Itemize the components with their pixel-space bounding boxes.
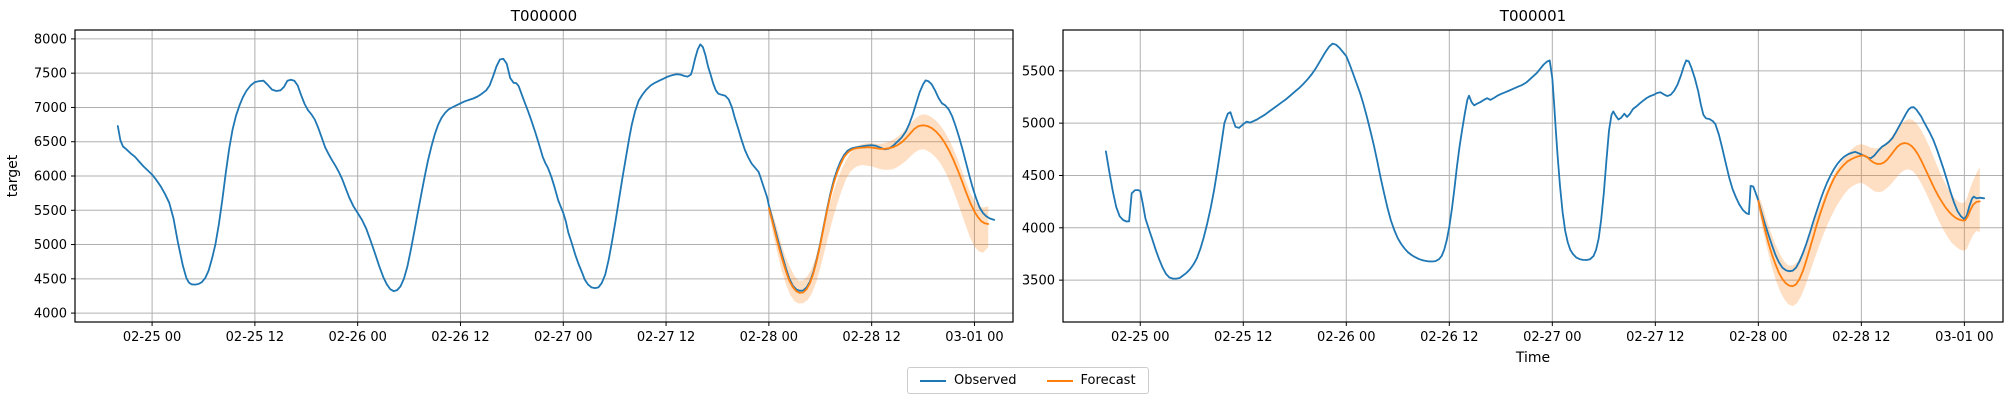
y-tick-label: 4500 [1022,169,1055,184]
x-tick-label: 03-01 00 [945,330,1003,345]
panel-T000001: 3500 4000 4500 5000 5500 02-25 00 02-25 12 02-2… [1022,7,2004,366]
x-tick-label: 02-26 00 [328,330,386,345]
x-tick-label: 02-27 00 [534,330,592,345]
legend-label: Observed [954,373,1017,388]
x-tick-label: 02-25 12 [226,330,284,345]
panel-title: T000001 [1499,7,1566,25]
y-tick-label: 4000 [34,307,67,322]
x-tick-label: 02-26 12 [431,330,489,345]
x-tick-label: 02-25 00 [123,330,181,345]
y-tick-label: 7500 [34,67,67,82]
panel-title: T000000 [510,7,577,25]
forecast-uncertainty-band [1758,119,1980,307]
x-tick-label: 02-28 00 [740,330,798,345]
y-tick-label: 7000 [34,101,67,116]
x-axis-label: Time [1515,350,1550,366]
x-tick-label: 02-26 12 [1420,330,1478,345]
y-tick-label: 5500 [34,204,67,219]
x-tick-label: 02-27 12 [1626,330,1684,345]
y-tick-label: 3500 [1022,274,1055,289]
legend-item-observed: Observed [920,374,1017,387]
y-tick-label: 4500 [34,272,67,287]
forecast-line-swatch [1046,379,1073,382]
forecast-uncertainty-band [768,114,989,304]
x-tick-label: 02-27 12 [637,330,695,345]
axes-spines [1062,29,2004,323]
forecast-line [768,124,990,294]
x-tick-label: 02-28 00 [1729,330,1787,345]
forecast-line [1757,142,1981,288]
y-tick-label: 5000 [1022,117,1055,132]
legend-label: Forecast [1080,373,1136,388]
y-tick-label: 5000 [34,238,67,253]
y-tick-label: 5500 [1022,64,1055,79]
x-tick-label: 02-28 12 [842,330,900,345]
x-tick-label: 02-25 00 [1111,330,1169,345]
x-tick-label: 02-27 00 [1523,330,1581,345]
y-axis-label: target [5,154,21,197]
legend: Observed Forecast [907,367,1149,394]
x-tick-label: 02-28 12 [1832,330,1890,345]
y-tick-label: 8000 [34,32,67,47]
panel-T000000: 4000 4500 5000 5500 6000 6500 7000 7500 8000 02-2… [5,7,1014,345]
y-tick-label: 6000 [34,170,67,185]
y-tick-label: 4000 [1022,221,1055,236]
x-tick-label: 03-01 00 [1935,330,1993,345]
x-tick-label: 02-26 00 [1317,330,1375,345]
observed-line [1105,42,1985,280]
y-tick-label: 6500 [34,135,67,150]
observed-line [116,43,996,293]
x-tick-label: 02-25 12 [1214,330,1272,345]
observed-line-swatch [920,379,946,382]
legend-item-forecast: Forecast [1046,373,1136,388]
